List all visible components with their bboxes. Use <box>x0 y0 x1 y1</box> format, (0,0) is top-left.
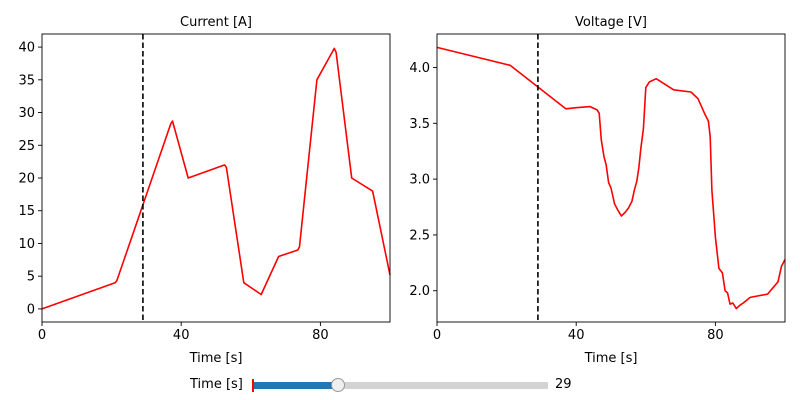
y-tick-label: 3.0 <box>409 173 430 188</box>
series-line <box>41 47 391 310</box>
chart-title: Current [A] <box>180 15 252 30</box>
y-tick-label: 4.0 <box>409 61 430 76</box>
y-tick-label: 25 <box>18 139 35 154</box>
y-tick-label: 20 <box>18 172 35 187</box>
time-slider[interactable]: Time [s] 29 <box>0 370 800 400</box>
y-tick-label: 30 <box>18 106 35 121</box>
slider-handle[interactable] <box>330 378 345 392</box>
voltage-chart: Voltage [V] 0 40 80 2.0 2.5 3.0 3.5 4.0 Time [s] <box>409 15 786 366</box>
slider-label: Time [s] <box>190 377 243 392</box>
slider-track[interactable] <box>252 378 548 392</box>
current-chart: Current [A] 0 40 80 0 5 10 15 20 25 30 35 40 Time [s] <box>18 15 391 366</box>
axes-frame <box>41 33 391 323</box>
x-axis-label: Time [s] <box>584 351 638 366</box>
slider-start-marker <box>252 379 254 392</box>
x-tick-label: 40 <box>173 328 190 343</box>
y-tick-label: 2.5 <box>409 228 430 243</box>
y-tick-label: 35 <box>18 73 35 88</box>
y-tick-label: 0 <box>27 302 35 317</box>
y-tick-label: 2.0 <box>409 284 430 299</box>
series-line <box>436 46 786 310</box>
y-tick-label: 3.5 <box>409 117 430 132</box>
y-tick-label: 5 <box>27 270 35 285</box>
x-tick-label: 0 <box>433 328 441 343</box>
y-tick-label: 15 <box>18 204 35 219</box>
axes-frame <box>436 33 786 323</box>
x-tick-label: 80 <box>312 328 329 343</box>
x-tick-label: 0 <box>38 328 46 343</box>
y-tick-label: 10 <box>18 237 35 252</box>
y-tick-label: 40 <box>18 41 35 56</box>
x-axis-label: Time [s] <box>189 351 243 366</box>
slider-value: 29 <box>555 377 572 392</box>
slider-fill <box>252 382 338 389</box>
x-tick-label: 40 <box>568 328 585 343</box>
chart-title: Voltage [V] <box>575 15 647 30</box>
x-tick-label: 80 <box>707 328 724 343</box>
